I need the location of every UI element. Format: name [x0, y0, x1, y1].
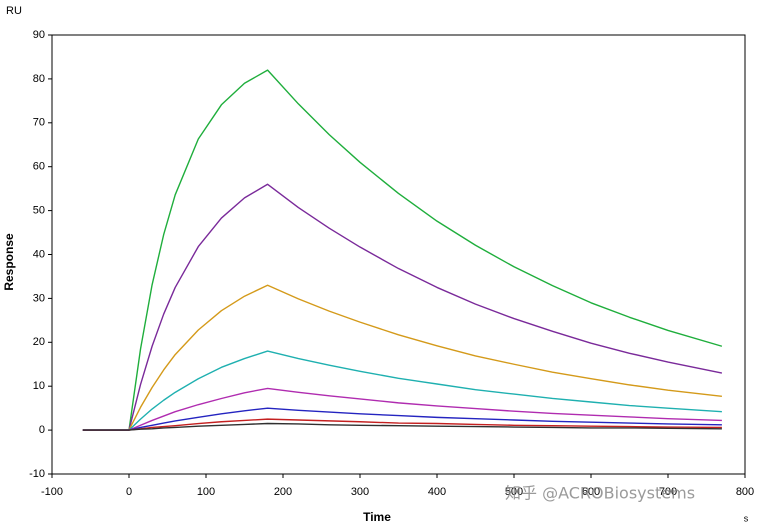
x-tick-label: -100	[41, 486, 63, 498]
y-tick-label: 70	[33, 117, 45, 129]
y-tick-label: 10	[33, 380, 45, 392]
watermark: 知乎 @ACROBiosystems	[505, 484, 695, 503]
x-tick-label: 500	[505, 486, 523, 498]
plot-frame	[51, 34, 746, 475]
series-line	[82, 418, 722, 431]
x-tick-label: 200	[274, 486, 292, 498]
y-tick-label: 40	[33, 248, 45, 260]
series-line	[82, 387, 722, 431]
x-tick-label: 700	[659, 486, 677, 498]
y-tick-label: 30	[33, 292, 45, 304]
y-tick-label: 60	[33, 161, 45, 173]
series-line	[82, 407, 722, 431]
y-tick-label: 0	[39, 424, 45, 436]
x-unit: s	[744, 513, 749, 523]
y-tick-label: -10	[29, 468, 45, 480]
x-tick-label: 800	[736, 486, 754, 498]
series-line	[82, 422, 722, 431]
x-tick-label: 100	[197, 486, 215, 498]
series-line	[82, 183, 723, 431]
x-tick-label: 400	[428, 486, 446, 498]
y-tick-label: 50	[33, 205, 45, 217]
x-tick-label: 300	[351, 486, 369, 498]
y-tick-label: 90	[33, 29, 45, 41]
series-line	[82, 69, 723, 431]
series-line	[82, 284, 722, 431]
y-tick-label: 80	[33, 73, 45, 85]
x-tick-label: 600	[582, 486, 600, 498]
series-line	[82, 350, 722, 431]
y-axis-title: Response	[2, 233, 16, 291]
x-tick-label: 0	[126, 486, 132, 498]
x-axis-title: Time	[363, 510, 391, 524]
y-unit: RU	[6, 5, 22, 17]
y-tick-label: 20	[33, 336, 45, 348]
